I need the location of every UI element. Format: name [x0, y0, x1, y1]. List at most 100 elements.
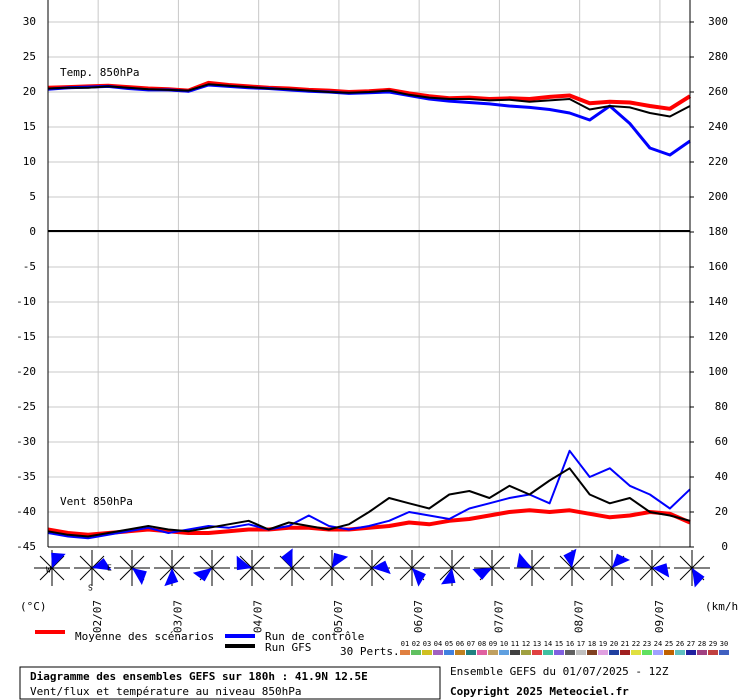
y2-tick-label: 80 [715, 400, 728, 413]
lines [47, 80, 692, 540]
wind-roses [34, 548, 710, 588]
panel-label: Temp. 850hPa [60, 66, 139, 79]
perts-label: 30 Perts. [340, 645, 400, 658]
pert-swatch [488, 650, 498, 655]
pert-label: 04 [434, 640, 442, 648]
pert-label: 10 [500, 640, 508, 648]
pert-label: 15 [555, 640, 563, 648]
series-line [47, 449, 691, 540]
pert-swatch [554, 650, 564, 655]
y2-tick-label: 20 [715, 505, 728, 518]
y-tick-label: -30 [16, 435, 36, 448]
grid [48, 0, 690, 548]
x-tick-label: 09/07 [653, 600, 666, 633]
y-tick-label: -15 [16, 330, 36, 343]
pert-swatch [565, 650, 575, 655]
pert-swatch [664, 650, 674, 655]
pert-swatch [400, 650, 410, 655]
pert-label: 26 [676, 640, 684, 648]
rose-petal [516, 552, 532, 568]
pert-swatch [455, 650, 465, 655]
pert-swatch [532, 650, 542, 655]
rose-petal [92, 558, 112, 571]
pert-label: 05 [445, 640, 453, 648]
y2-tick-label: 160 [708, 260, 728, 273]
pert-label: 28 [698, 640, 706, 648]
pert-swatch [686, 650, 696, 655]
pert-swatch [477, 650, 487, 655]
pert-label: 11 [511, 640, 519, 648]
pert-label: 13 [533, 640, 541, 648]
pert-swatch [620, 650, 630, 655]
series-line [47, 83, 691, 118]
pert-swatch [631, 650, 641, 655]
y-tick-label: 20 [23, 85, 36, 98]
pert-label: 06 [456, 640, 464, 648]
pert-swatch [543, 650, 553, 655]
series-line [47, 467, 691, 538]
pert-label: 19 [599, 640, 607, 648]
y2-tick-label: 40 [715, 470, 728, 483]
x-tick-label: 08/07 [573, 600, 586, 633]
y2-tick-label: 200 [708, 190, 728, 203]
x-tick-label: 02/07 [91, 600, 104, 633]
pert-swatch [697, 650, 707, 655]
y-tick-label: 15 [23, 120, 36, 133]
pert-label: 25 [665, 640, 673, 648]
rose-petal [164, 568, 179, 587]
pert-label: 02 [412, 640, 420, 648]
y2-tick-label: 100 [708, 365, 728, 378]
rose-petal [652, 563, 670, 578]
rose-petal [132, 568, 147, 586]
pert-label: 27 [687, 640, 695, 648]
chart-subtitle: Vent/flux et température au niveau 850hP… [30, 685, 302, 698]
rose-petal [236, 555, 252, 571]
legend-entry: Moyenne des scénarios [75, 630, 214, 643]
pert-swatch [576, 650, 586, 655]
compass-w: W [46, 566, 51, 575]
y2-tick-label: 300 [708, 15, 728, 28]
pert-swatch [411, 650, 421, 655]
rose-petal [692, 568, 705, 588]
compass-e: E [107, 564, 112, 573]
pert-label: 17 [577, 640, 585, 648]
y-tick-label: 30 [23, 15, 36, 28]
pert-label: 14 [544, 640, 552, 648]
rose-petal [612, 553, 630, 568]
pert-swatch [510, 650, 520, 655]
pert-label: 23 [643, 640, 651, 648]
rose-petal [332, 552, 349, 568]
y2-tick-label: 180 [708, 225, 728, 238]
y-tick-label: 25 [23, 50, 36, 63]
y2-tick-label: 220 [708, 155, 728, 168]
y-tick-label: 0 [29, 225, 36, 238]
y-tick-label: -25 [16, 400, 36, 413]
rose-petal [192, 568, 212, 582]
pert-label: 09 [489, 640, 497, 648]
pert-label: 01 [401, 640, 409, 648]
pert-label: 22 [632, 640, 640, 648]
y-tick-label: -5 [23, 260, 36, 273]
pert-swatch [675, 650, 685, 655]
y2-tick-label: 0 [721, 540, 728, 553]
y-tick-label: 5 [29, 190, 36, 203]
rose-petal [51, 552, 66, 568]
y-tick-label: 10 [23, 155, 36, 168]
pert-swatch [466, 650, 476, 655]
y2-axis-label: (km/h) [705, 600, 740, 613]
y-tick-label: -20 [16, 365, 36, 378]
pert-swatch [499, 650, 509, 655]
pert-label: 03 [423, 640, 431, 648]
pert-swatch [642, 650, 652, 655]
pert-swatch [521, 650, 531, 655]
pert-label: 29 [709, 640, 717, 648]
pert-label: 18 [588, 640, 596, 648]
pert-label: 07 [467, 640, 475, 648]
rose-petal [472, 568, 493, 580]
run-label: Ensemble GEFS du 01/07/2025 - 12Z [450, 665, 669, 678]
pert-swatch [653, 650, 663, 655]
panel-label: Vent 850hPa [60, 495, 133, 508]
pert-swatch [598, 650, 608, 655]
legend-entry: Run GFS [265, 641, 311, 654]
